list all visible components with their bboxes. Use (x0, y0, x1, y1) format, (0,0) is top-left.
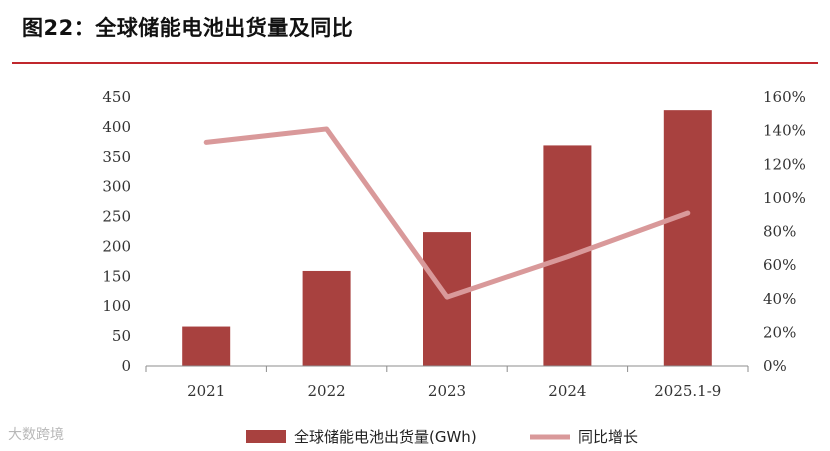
y-left-tick-label: 400 (102, 118, 131, 136)
watermark: 大数跨境 (8, 427, 64, 443)
y-left-tick-label: 250 (102, 208, 131, 226)
y-right-tick-label: 40% (763, 290, 796, 308)
chart-title: 图22：全球储能电池出货量及同比 (22, 16, 354, 40)
y-right-tick-label: 160% (763, 88, 806, 106)
y-right-tick-label: 140% (763, 122, 806, 140)
x-tick-label: 2025.1-9 (654, 382, 721, 400)
x-tick-label: 2021 (187, 382, 225, 400)
x-tick-label: 2023 (428, 382, 466, 400)
y-left-tick-label: 300 (102, 178, 131, 196)
y-left-tick-label: 450 (102, 88, 131, 106)
title-divider (12, 62, 818, 64)
x-tick-label: 2022 (308, 382, 346, 400)
y-left-tick-label: 350 (102, 148, 131, 166)
bar-2022 (302, 270, 351, 366)
y-right-tick-label: 20% (763, 323, 796, 341)
y-right-tick-label: 0% (763, 357, 787, 375)
bar-2025.1-9 (663, 110, 712, 366)
y-right-tick-label: 80% (763, 223, 796, 241)
y-left-tick-label: 150 (102, 267, 131, 285)
y-right-tick-label: 120% (763, 155, 806, 173)
y-left-tick-label: 100 (102, 297, 131, 315)
bar-2021 (182, 326, 231, 366)
y-right-tick-label: 60% (763, 256, 796, 274)
y-left-tick-label: 50 (112, 327, 131, 345)
y-right-tick-label: 100% (763, 189, 806, 207)
legend-swatch-bar (246, 430, 286, 443)
y-left-tick-label: 200 (102, 237, 131, 255)
legend-label-bar: 全球储能电池出货量(GWh) (294, 428, 477, 446)
x-tick-label: 2024 (548, 382, 586, 400)
legend-label-line: 同比增长 (578, 428, 638, 446)
y-left-tick-label: 0 (121, 357, 131, 375)
